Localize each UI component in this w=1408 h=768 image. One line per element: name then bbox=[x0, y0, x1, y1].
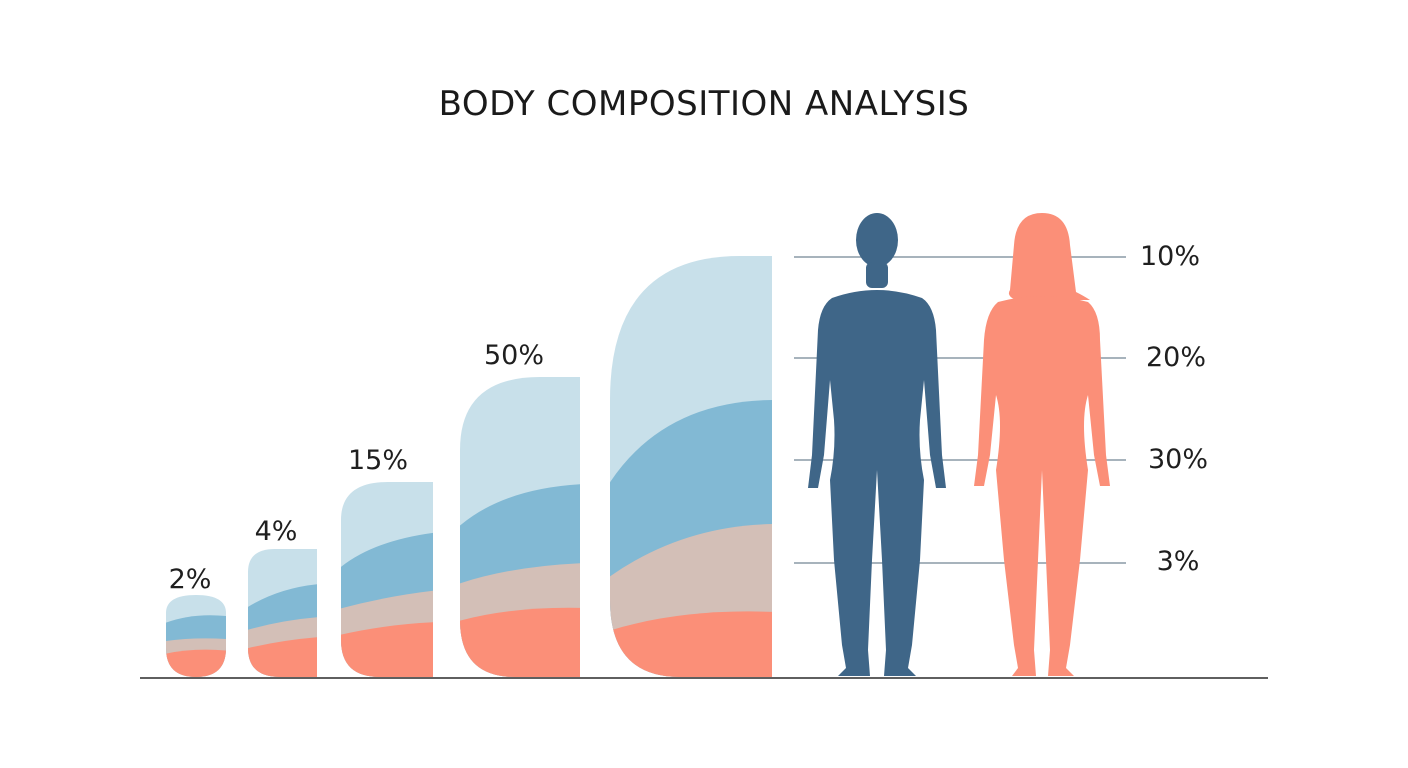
composition-block-main bbox=[610, 256, 772, 677]
composition-block-50pct bbox=[460, 377, 580, 677]
block-layer-fat bbox=[460, 607, 580, 677]
reference-label-1: 10% bbox=[1140, 241, 1200, 272]
composition-block-4pct bbox=[248, 549, 317, 677]
block-label-50pct: 50% bbox=[484, 340, 544, 371]
block-layer-fat bbox=[248, 637, 317, 677]
block-label-2pct: 2% bbox=[169, 564, 212, 595]
block-layer-fat bbox=[341, 622, 433, 677]
chart-title: BODY COMPOSITION ANALYSIS bbox=[438, 84, 970, 124]
reference-label-3: 30% bbox=[1148, 444, 1208, 475]
block-label-15pct: 15% bbox=[348, 445, 408, 476]
block-layer-fat bbox=[166, 649, 226, 677]
reference-label-4: 3% bbox=[1157, 546, 1200, 577]
female-silhouette bbox=[974, 213, 1110, 676]
composition-block-2pct bbox=[166, 595, 226, 677]
composition-block-15pct bbox=[341, 482, 433, 677]
male-silhouette bbox=[808, 213, 946, 676]
reference-label-2: 20% bbox=[1146, 342, 1206, 373]
block-layer-fat bbox=[610, 611, 772, 677]
block-label-4pct: 4% bbox=[255, 516, 298, 547]
